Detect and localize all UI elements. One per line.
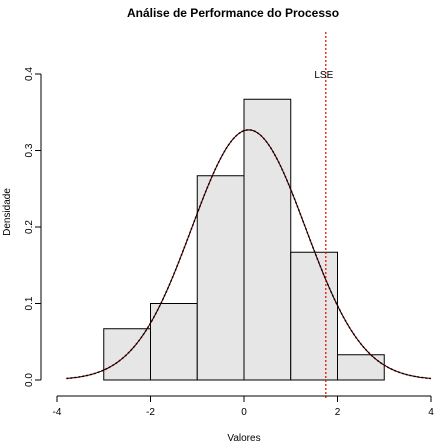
x-tick-label: 2: [335, 407, 341, 418]
y-tick-label: 0.2: [24, 220, 35, 234]
y-tick-label: 0.3: [24, 143, 35, 157]
y-tick-label: 0.1: [24, 296, 35, 310]
x-axis: -4 -2 0 2 4: [53, 395, 434, 418]
y-axis: 0.0 0.1 0.2 0.3 0.4: [24, 67, 42, 387]
x-tick-label: -4: [53, 407, 62, 418]
histogram-bar: [337, 354, 385, 381]
y-axis-label: Densidade: [2, 188, 13, 236]
y-tick-label: 0.0: [24, 373, 35, 387]
histogram-bar: [243, 98, 292, 381]
lse-label: LSE: [314, 70, 333, 81]
x-tick-label: 0: [241, 407, 247, 418]
density-curves: [66, 129, 432, 380]
y-tick-label: 0.4: [24, 67, 35, 81]
histogram-bar: [150, 303, 198, 381]
chart-title: Análise de Performance do Processo: [127, 6, 339, 20]
histogram-bar: [196, 175, 245, 381]
x-tick-label: 4: [428, 407, 434, 418]
density-curve: [66, 129, 432, 379]
histogram-bar: [290, 251, 338, 381]
histogram-bars: [103, 98, 385, 381]
x-axis-label: Valores: [227, 433, 260, 444]
spec-limit-group: LSE: [314, 32, 334, 400]
x-tick-label: -2: [146, 407, 155, 418]
